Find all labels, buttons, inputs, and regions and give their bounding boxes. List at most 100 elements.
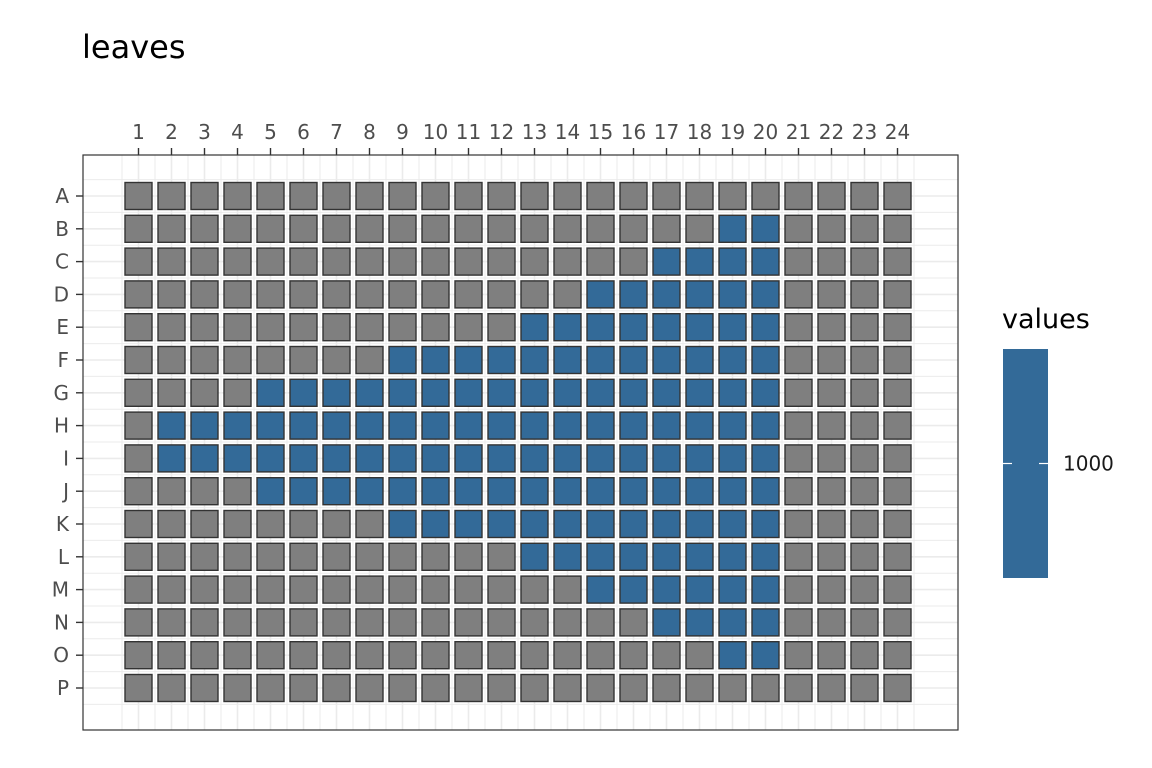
well-F12-filled [487,345,516,375]
well-K10-filled [421,509,450,539]
well-O16-empty [619,641,648,670]
well-F18-filled [685,345,714,375]
well-P3-empty [190,673,219,703]
well-L1-empty [124,542,153,571]
well-N10-empty [421,608,450,637]
well-D18-filled [685,280,714,309]
well-I4-filled [223,444,252,473]
well-F20-filled [751,345,780,375]
y-tick-label: H [54,414,69,438]
well-P8-empty [355,673,384,703]
x-tick-label: 2 [165,120,178,144]
well-B12-empty [487,214,516,244]
well-A6-empty [289,181,318,211]
well-C5-empty [256,247,285,276]
well-O13-empty [520,641,549,670]
well-J1-empty [124,477,153,506]
well-N18-filled [685,608,714,637]
well-A19-empty [718,181,747,211]
well-A18-empty [685,181,714,211]
well-B20-filled [751,214,780,244]
well-I14-filled [553,444,582,473]
well-D14-empty [553,280,582,309]
well-E17-filled [652,313,681,342]
well-K15-filled [586,509,615,539]
well-K21-empty [784,509,813,539]
well-N12-empty [487,608,516,637]
well-H14-filled [553,411,582,440]
well-E24-empty [883,313,912,342]
well-P24-empty [883,673,912,703]
well-P2-empty [157,673,186,703]
well-A23-empty [850,181,879,211]
well-A14-empty [553,181,582,211]
well-F17-filled [652,345,681,375]
x-tick-label: 24 [885,120,910,144]
well-H12-filled [487,411,516,440]
well-L3-empty [190,542,219,571]
well-E12-empty [487,313,516,342]
well-P18-empty [685,673,714,703]
well-L8-empty [355,542,384,571]
well-C12-empty [487,247,516,276]
well-M1-empty [124,575,153,604]
well-D16-filled [619,280,648,309]
well-I24-empty [883,444,912,473]
well-I1-empty [124,444,153,473]
well-M17-filled [652,575,681,604]
well-J13-filled [520,477,549,506]
well-E3-empty [190,313,219,342]
well-D7-empty [322,280,351,309]
well-M10-empty [421,575,450,604]
well-E9-empty [388,313,417,342]
well-A12-empty [487,181,516,211]
well-K24-empty [883,509,912,539]
well-O5-empty [256,641,285,670]
well-P22-empty [817,673,846,703]
well-O10-empty [421,641,450,670]
well-N6-empty [289,608,318,637]
well-O6-empty [289,641,318,670]
x-tick-label: 6 [297,120,310,144]
well-A4-empty [223,181,252,211]
well-E14-filled [553,313,582,342]
y-tick-label: A [55,184,69,208]
well-M8-empty [355,575,384,604]
well-L19-filled [718,542,747,571]
well-J14-filled [553,477,582,506]
well-K5-empty [256,509,285,539]
well-D17-filled [652,280,681,309]
well-K23-empty [850,509,879,539]
well-E23-empty [850,313,879,342]
well-O24-empty [883,641,912,670]
well-F8-empty [355,345,384,375]
well-P10-empty [421,673,450,703]
well-F7-empty [322,345,351,375]
well-C15-empty [586,247,615,276]
well-O17-empty [652,641,681,670]
well-A24-empty [883,181,912,211]
well-L14-filled [553,542,582,571]
well-G6-filled [289,378,318,407]
well-P20-empty [751,673,780,703]
well-G19-filled [718,378,747,407]
well-F11-filled [454,345,483,375]
well-D12-empty [487,280,516,309]
well-P9-empty [388,673,417,703]
well-F14-filled [553,345,582,375]
well-J6-filled [289,477,318,506]
well-G18-filled [685,378,714,407]
well-P19-empty [718,673,747,703]
well-I23-empty [850,444,879,473]
well-J3-empty [190,477,219,506]
well-M23-empty [850,575,879,604]
well-P5-empty [256,673,285,703]
well-M4-empty [223,575,252,604]
well-I16-filled [619,444,648,473]
well-I12-filled [487,444,516,473]
well-N13-empty [520,608,549,637]
well-F1-empty [124,345,153,375]
x-tick-label: 14 [555,120,580,144]
well-D23-empty [850,280,879,309]
well-O21-empty [784,641,813,670]
